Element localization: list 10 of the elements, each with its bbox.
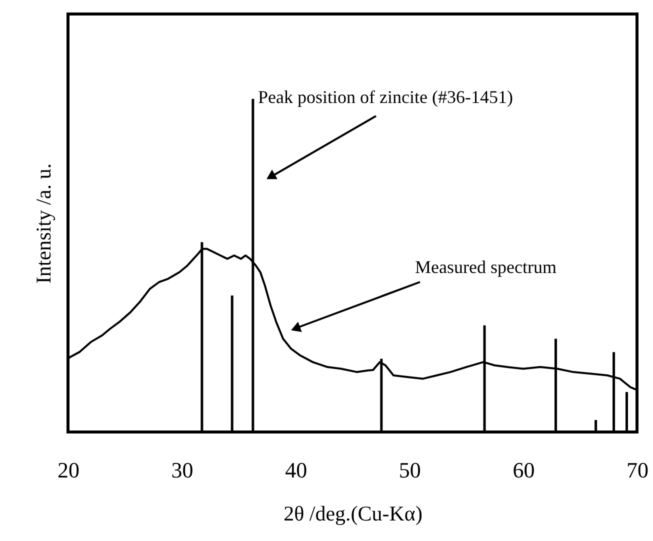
x-tick-label: 70	[626, 458, 648, 482]
x-tick-label: 20	[58, 458, 80, 482]
annotation: Peak position of zincite (#36-1451)	[258, 87, 513, 107]
x-tick-label: 40	[285, 458, 308, 482]
y-axis-title: Intensity /a. u.	[32, 163, 56, 284]
x-tick-label: 60	[512, 458, 535, 482]
annotation: Measured spectrum	[415, 257, 556, 277]
x-tick-label: 50	[398, 458, 421, 482]
x-axis-title: 2θ /deg.(Cu-Kα)	[284, 502, 422, 526]
x-tick-label: 30	[171, 458, 194, 482]
